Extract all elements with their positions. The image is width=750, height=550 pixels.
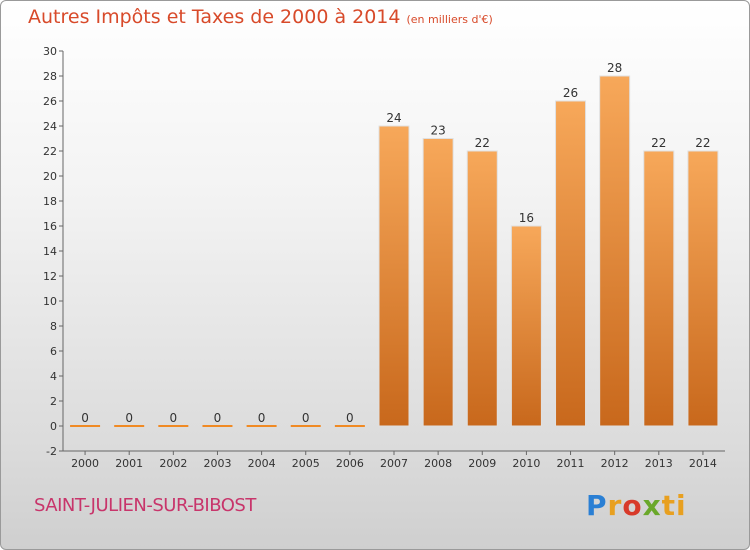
chart-subtitle: (en milliers d'€) xyxy=(406,13,493,26)
data-label: 0 xyxy=(214,411,222,425)
data-label: 26 xyxy=(563,86,578,100)
x-tick-label: 2011 xyxy=(557,457,585,470)
data-label: 0 xyxy=(258,411,266,425)
y-tick-label: 26 xyxy=(43,95,57,108)
logo-letter: o xyxy=(622,489,643,522)
y-tick-label: 8 xyxy=(50,320,57,333)
y-tick-label: 20 xyxy=(43,170,57,183)
x-tick-label: 2013 xyxy=(645,457,673,470)
data-label: 28 xyxy=(607,61,622,75)
data-label: 22 xyxy=(475,136,490,150)
y-tick-label: 10 xyxy=(43,295,57,308)
data-label: 0 xyxy=(302,411,310,425)
x-tick-label: 2010 xyxy=(512,457,540,470)
x-tick-label: 2014 xyxy=(689,457,717,470)
x-tick-label: 2009 xyxy=(468,457,496,470)
y-tick-label: 12 xyxy=(43,270,57,283)
x-tick-label: 2000 xyxy=(71,457,99,470)
y-tick-label: 22 xyxy=(43,145,57,158)
bar xyxy=(466,150,498,427)
y-tick-label: 16 xyxy=(43,220,57,233)
bar xyxy=(599,75,631,427)
proxiti-logo[interactable]: Proxti xyxy=(586,489,687,522)
data-label: 24 xyxy=(386,111,401,125)
y-tick-label: -2 xyxy=(46,445,57,458)
logo-letter: P xyxy=(586,489,608,522)
data-label: 0 xyxy=(81,411,89,425)
y-tick-label: 14 xyxy=(43,245,57,258)
x-tick-label: 2008 xyxy=(424,457,452,470)
x-tick-label: 2012 xyxy=(601,457,629,470)
x-tick-label: 2001 xyxy=(115,457,143,470)
y-tick-label: 28 xyxy=(43,70,57,83)
x-tick-label: 2007 xyxy=(380,457,408,470)
data-label: 0 xyxy=(125,411,133,425)
bar xyxy=(687,150,719,427)
y-tick-label: 4 xyxy=(50,370,57,383)
y-tick-label: 30 xyxy=(43,45,57,58)
y-tick-label: 18 xyxy=(43,195,57,208)
data-label: 0 xyxy=(170,411,178,425)
x-tick-label: 2006 xyxy=(336,457,364,470)
logo-letter: r xyxy=(607,489,623,522)
data-label: 22 xyxy=(651,136,666,150)
y-tick-label: 6 xyxy=(50,345,57,358)
data-label: 22 xyxy=(695,136,710,150)
bar xyxy=(378,125,410,427)
x-tick-label: 2002 xyxy=(159,457,187,470)
bar xyxy=(555,100,587,427)
data-label: 0 xyxy=(346,411,354,425)
bar xyxy=(643,150,675,427)
y-tick-label: 0 xyxy=(50,420,57,433)
x-tick-label: 2004 xyxy=(248,457,276,470)
y-tick-label: 2 xyxy=(50,395,57,408)
x-tick-label: 2005 xyxy=(292,457,320,470)
data-label: 23 xyxy=(430,124,445,138)
chart-title: Autres Impôts et Taxes de 2000 à 2014 (en… xyxy=(28,6,493,28)
chart-title-text: Autres Impôts et Taxes de 2000 à 2014 xyxy=(28,6,401,28)
bar xyxy=(422,138,454,427)
logo-letter: x xyxy=(642,489,662,522)
data-label: 16 xyxy=(519,211,534,225)
x-tick-label: 2003 xyxy=(203,457,231,470)
logo-letter: ti xyxy=(661,489,687,522)
town-name: SAINT-JULIEN-SUR-BIBOST xyxy=(34,495,256,516)
bar xyxy=(510,225,542,427)
y-tick-label: 24 xyxy=(43,120,57,133)
